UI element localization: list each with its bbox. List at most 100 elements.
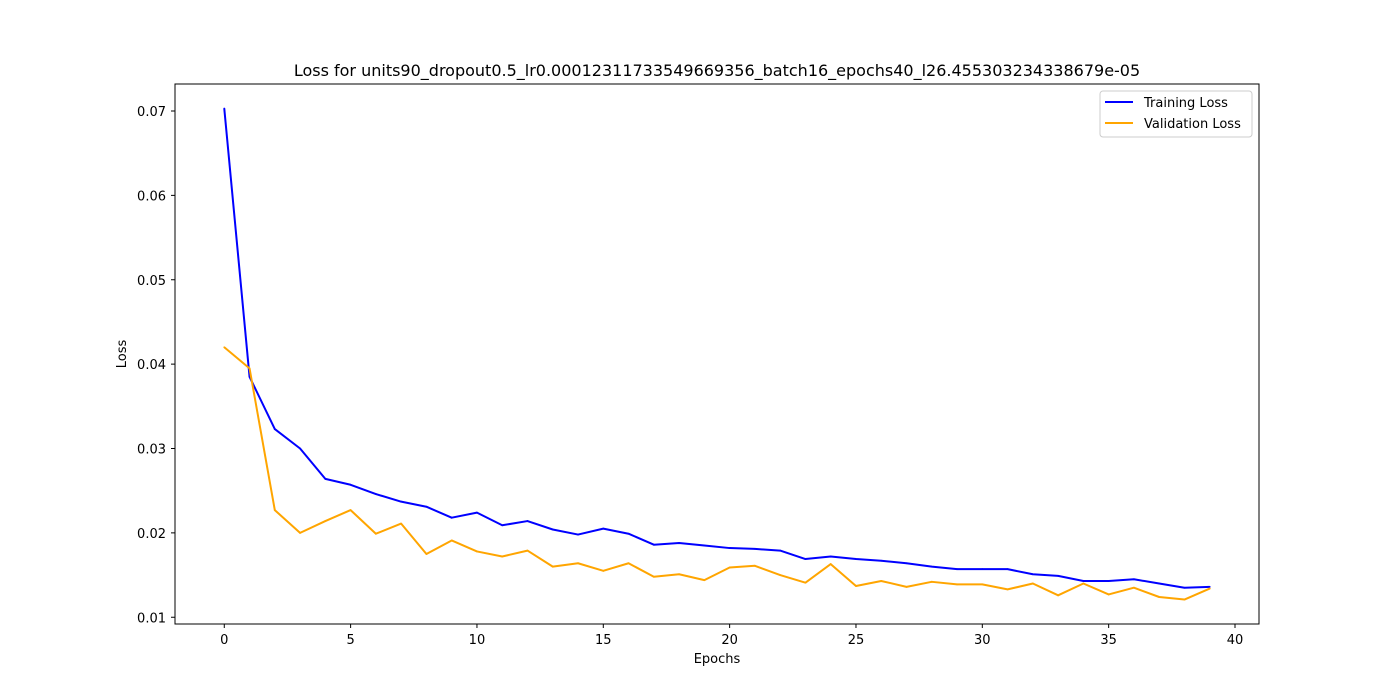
series-line-training-loss <box>223 108 1210 589</box>
plot-area <box>223 107 1211 601</box>
data-point-training-loss <box>981 568 984 571</box>
data-point-training-loss <box>501 524 504 527</box>
x-tick-label: 20 <box>721 633 738 648</box>
data-point-validation-loss <box>400 522 403 525</box>
series-line-validation-loss <box>223 346 1211 601</box>
data-point-training-loss <box>223 107 226 110</box>
legend: Training Loss Validation Loss <box>1099 90 1253 138</box>
data-point-training-loss <box>476 511 478 514</box>
data-point-validation-loss <box>324 520 327 522</box>
data-point-validation-loss <box>501 555 504 558</box>
data-point-validation-loss <box>299 531 301 534</box>
y-tick-label: 0.01 <box>137 611 166 626</box>
data-point-training-loss <box>652 543 655 546</box>
x-tick-label: 35 <box>1100 633 1117 648</box>
data-point-training-loss <box>1133 578 1135 581</box>
data-point-training-loss <box>1031 573 1034 576</box>
data-point-training-loss <box>1158 582 1161 585</box>
data-point-validation-loss <box>804 581 807 584</box>
y-axis: 0.01 0.02 0.03 0.04 0.05 0.06 0.07 <box>137 105 175 626</box>
data-point-training-loss <box>374 493 377 495</box>
data-point-validation-loss <box>930 580 933 583</box>
data-point-validation-loss <box>779 574 782 576</box>
y-tick-label: 0.05 <box>137 274 166 289</box>
data-point-validation-loss <box>223 346 226 349</box>
data-point-training-loss <box>956 568 958 571</box>
data-point-validation-loss <box>652 575 655 578</box>
data-point-validation-loss <box>855 585 857 587</box>
data-point-training-loss <box>1107 580 1110 582</box>
data-point-validation-loss <box>1183 598 1186 601</box>
y-tick-label: 0.04 <box>137 358 166 373</box>
data-point-training-loss <box>324 477 327 480</box>
data-point-validation-loss <box>703 579 706 582</box>
data-point-training-loss <box>1183 586 1186 589</box>
data-point-validation-loss <box>602 569 605 572</box>
legend-label-validation-loss: Validation Loss <box>1144 117 1241 132</box>
data-point-validation-loss <box>349 509 352 511</box>
data-point-validation-loss <box>1006 588 1009 591</box>
data-point-validation-loss <box>577 562 579 565</box>
data-point-validation-loss <box>526 549 529 552</box>
x-tick-label: 25 <box>848 633 865 648</box>
data-point-validation-loss <box>1031 582 1034 585</box>
data-point-training-loss <box>400 500 403 503</box>
data-point-training-loss <box>577 533 579 536</box>
x-tick-label: 30 <box>974 633 991 648</box>
x-tick-label: 40 <box>1227 633 1244 648</box>
data-point-training-loss <box>829 555 832 558</box>
y-tick-label: 0.03 <box>137 443 166 458</box>
data-point-training-loss <box>602 527 605 530</box>
data-point-training-loss <box>1208 585 1211 588</box>
data-point-validation-loss <box>425 553 428 555</box>
data-point-training-loss <box>450 516 453 519</box>
x-tick-label: 15 <box>595 633 612 648</box>
data-point-validation-loss <box>248 367 251 370</box>
x-tick-label: 5 <box>346 633 354 648</box>
data-point-training-loss <box>299 447 301 450</box>
data-point-validation-loss <box>1133 586 1135 589</box>
data-point-training-loss <box>779 549 782 552</box>
data-point-validation-loss <box>374 532 377 535</box>
data-point-validation-loss <box>273 509 276 511</box>
data-point-training-loss <box>1006 568 1009 571</box>
data-point-training-loss <box>526 520 529 522</box>
x-axis-label: Epochs <box>694 652 741 667</box>
data-point-training-loss <box>551 528 554 531</box>
data-point-training-loss <box>1057 575 1060 577</box>
data-point-training-loss <box>678 542 680 544</box>
data-point-training-loss <box>273 428 276 430</box>
y-tick-label: 0.07 <box>137 105 166 120</box>
data-point-validation-loss <box>905 585 908 588</box>
y-tick-label: 0.02 <box>137 527 166 542</box>
data-point-validation-loss <box>754 564 756 567</box>
chart-title: Loss for units90_dropout0.5_lr0.00012311… <box>294 61 1140 81</box>
data-point-validation-loss <box>551 565 554 568</box>
data-point-training-loss <box>627 532 630 535</box>
data-point-training-loss <box>703 544 706 547</box>
data-point-validation-loss <box>728 566 731 569</box>
data-point-validation-loss <box>981 583 984 586</box>
data-point-validation-loss <box>1057 594 1060 597</box>
data-point-validation-loss <box>1158 596 1161 598</box>
legend-box <box>1099 90 1253 138</box>
data-point-training-loss <box>804 558 807 560</box>
data-point-validation-loss <box>1208 587 1211 590</box>
data-point-validation-loss <box>627 562 630 565</box>
data-point-training-loss <box>930 565 933 568</box>
data-point-training-loss <box>1082 580 1085 582</box>
data-point-training-loss <box>855 558 857 560</box>
x-tick-label: 0 <box>220 633 228 648</box>
legend-label-training-loss: Training Loss <box>1143 96 1228 111</box>
data-point-validation-loss <box>678 573 680 576</box>
data-point-training-loss <box>728 547 731 549</box>
data-point-training-loss <box>905 562 908 565</box>
data-point-training-loss <box>425 505 428 508</box>
data-point-validation-loss <box>829 563 832 565</box>
data-point-validation-loss <box>956 583 958 586</box>
data-point-training-loss <box>349 483 352 486</box>
data-point-validation-loss <box>450 539 453 542</box>
data-point-validation-loss <box>476 550 478 553</box>
x-axis: 0 5 10 15 20 25 30 35 40 <box>220 624 1243 648</box>
